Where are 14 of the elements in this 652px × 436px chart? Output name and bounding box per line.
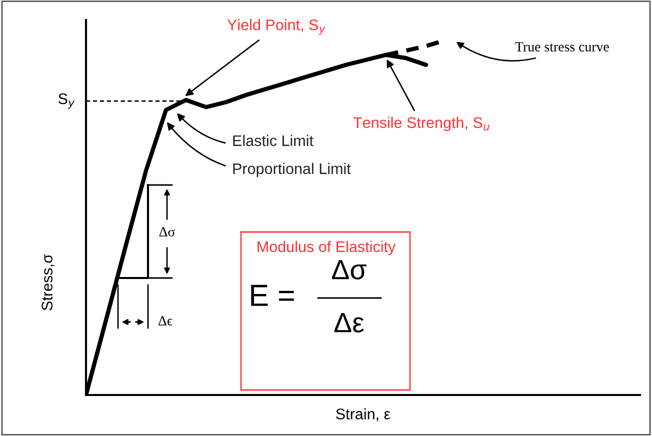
annotation: Modulus of Elasticity <box>258 240 396 256</box>
annotation: Δε <box>334 313 364 332</box>
ref-line-label: S$_{y}$ <box>58 93 75 109</box>
annotation: Δϵ <box>158 316 172 326</box>
text: Yield Point, S$_{y}$ <box>227 19 326 35</box>
annotation: Elastic Limit <box>233 134 314 146</box>
annotation: Proportional Limit <box>233 162 351 178</box>
annotation: E = <box>251 284 294 306</box>
annotation: Tensile Strength, S$_{u}$ <box>353 116 490 132</box>
annotation: Δσ <box>159 227 175 236</box>
x-axis-title: Strain, ε <box>336 408 390 422</box>
y-axis-title: Stress,σ <box>42 254 54 310</box>
annotation: True stress curve <box>515 42 609 52</box>
annotation: Δσ <box>332 260 366 280</box>
